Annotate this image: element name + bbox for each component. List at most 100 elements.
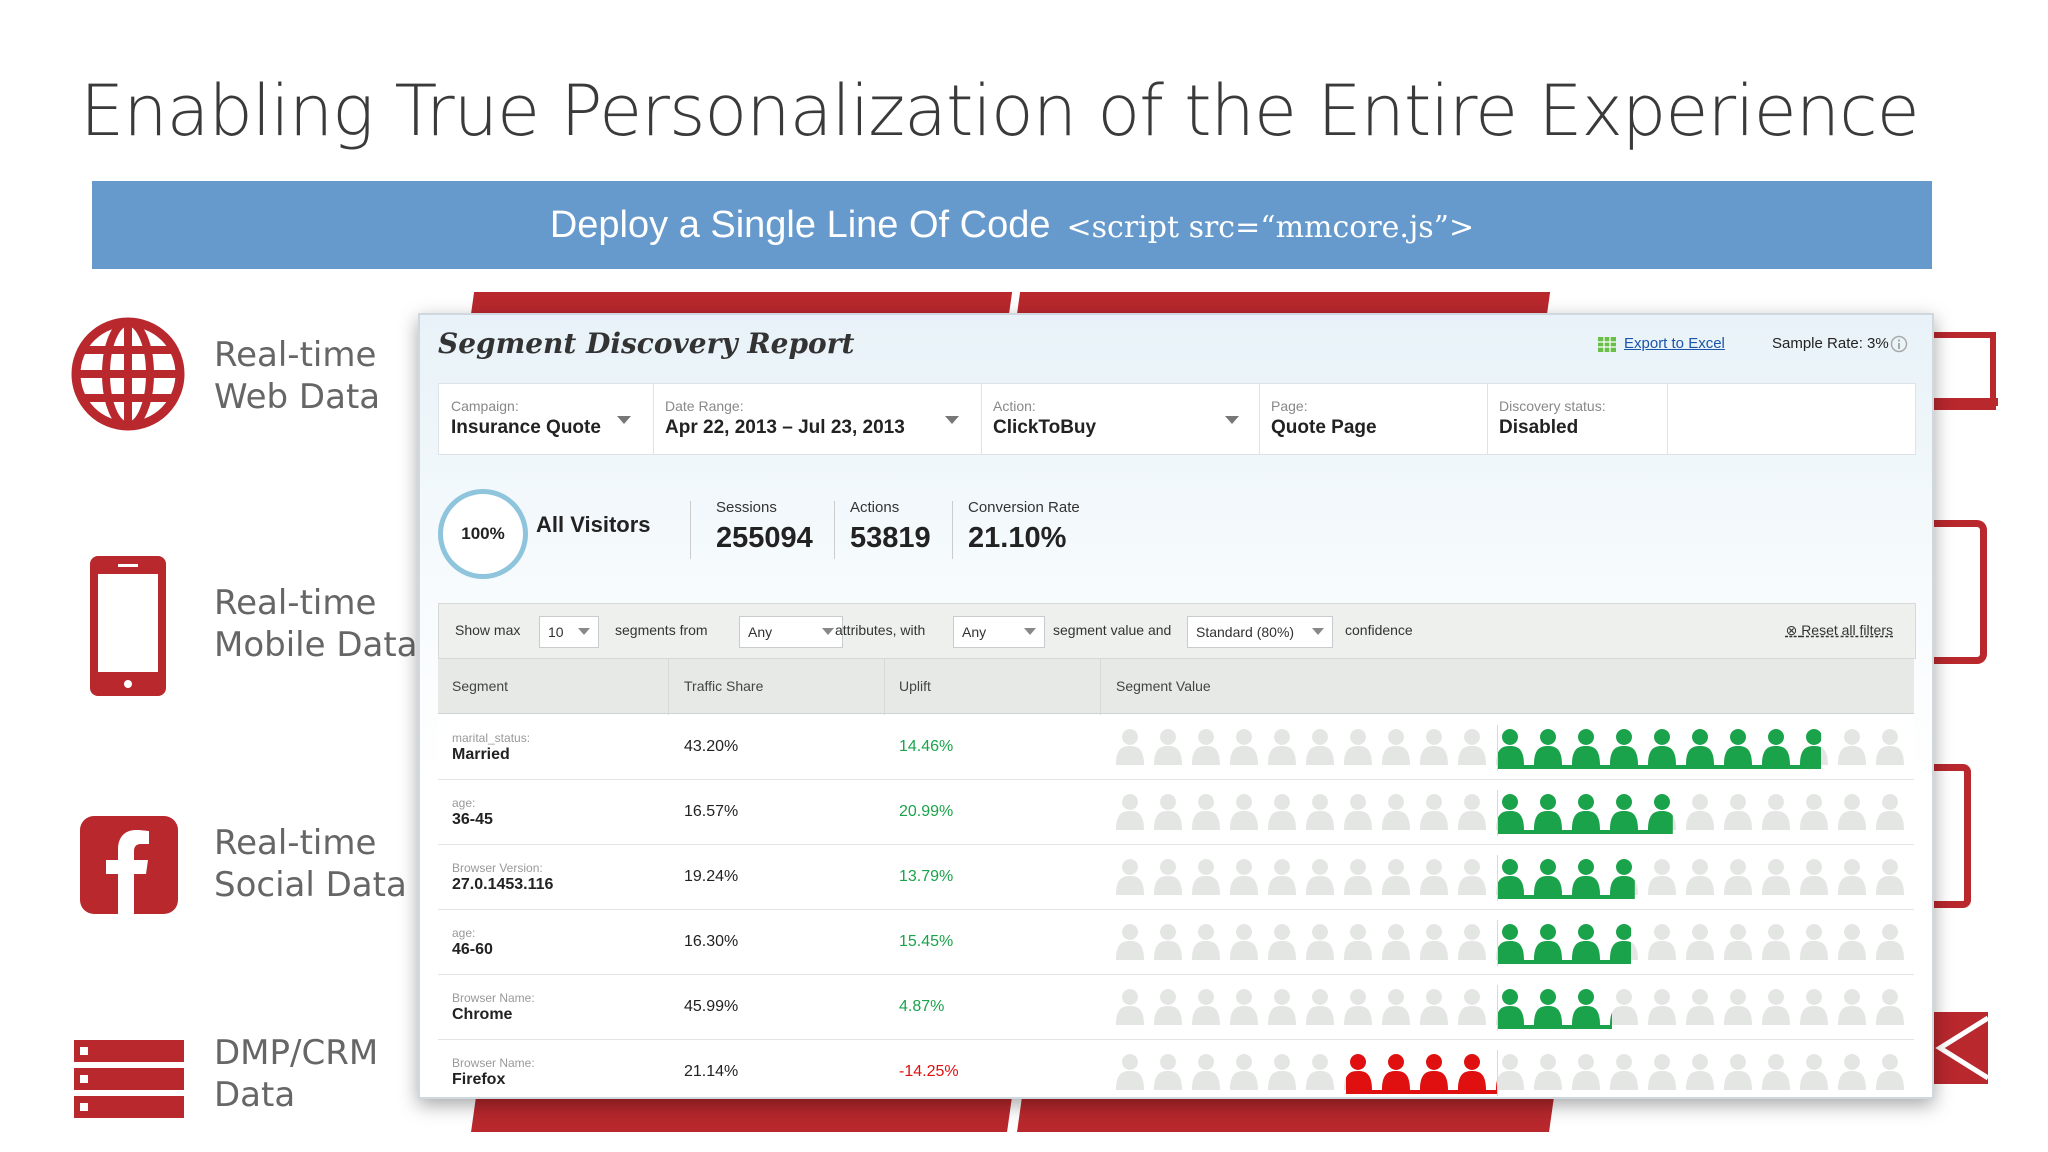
campaign-value: Insurance Quote — [451, 417, 601, 438]
column-header-uplift[interactable]: Uplift — [899, 678, 931, 694]
visitor-percent-ring: 100% — [438, 489, 528, 579]
email-icon — [1926, 1012, 1988, 1084]
segment-attribute: Browser Name: — [452, 1056, 535, 1070]
code-banner: Deploy a Single Line Of Code <script src=… — [92, 181, 1932, 269]
sessions-value: 255094 — [716, 522, 813, 554]
banner-code: <script src=“mmcore.js”> — [1066, 210, 1475, 245]
chevron-down-icon — [822, 628, 834, 635]
segment-value-label: segment value and — [1053, 622, 1172, 638]
traffic-share-value: 43.20% — [684, 738, 739, 755]
segment-attribute-value: 27.0.1453.116 — [452, 876, 554, 893]
segment-attribute-value: Chrome — [452, 1006, 513, 1023]
stat-divider — [952, 501, 953, 559]
source-mobile-line2: Mobile Data — [214, 625, 418, 665]
max-segments-value: 10 — [548, 624, 564, 640]
attributes-with-value: Any — [962, 624, 987, 640]
traffic-share-value: 21.14% — [684, 1063, 739, 1080]
reset-all-filters-label: Reset all filters — [1801, 622, 1893, 638]
laptop-icon — [1924, 332, 1996, 410]
actions-stat: Actions 53819 — [850, 499, 931, 555]
action-label: Action: — [993, 398, 1036, 414]
source-web-line1: Real-time — [214, 335, 377, 375]
actions-label: Actions — [850, 499, 900, 516]
segment-value-bar — [1110, 725, 1908, 771]
actions-value: 53819 — [850, 522, 931, 554]
page-value: Quote Page — [1271, 417, 1377, 438]
report-title: Segment Discovery Report — [438, 327, 855, 360]
traffic-share-value: 19.24% — [684, 868, 739, 885]
conversion-rate-value: 21.10% — [968, 522, 1067, 554]
show-max-label: Show max — [455, 622, 521, 638]
source-label-crm: DMP/CRM Data — [214, 1032, 378, 1116]
banner-text: Deploy a Single Line Of Code — [549, 204, 1051, 246]
source-social-line1: Real-time — [214, 823, 377, 863]
date-range-label: Date Range: — [665, 398, 744, 414]
mobile-phone-icon — [90, 556, 166, 696]
sample-rate: Sample Rate: 3% — [1772, 335, 1889, 352]
sessions-stat: Sessions 255094 — [716, 499, 813, 555]
table-row[interactable]: Browser Name: Chrome 45.99% 4.87% — [438, 975, 1914, 1040]
export-to-excel-link[interactable]: Export to Excel — [1624, 335, 1725, 352]
segment-attribute: marital_status: — [452, 731, 531, 745]
segment-attribute: age: — [452, 926, 476, 940]
confidence-select[interactable]: Standard (80%) — [1187, 616, 1333, 648]
segment-attribute-value: Married — [452, 746, 510, 763]
confidence-label: confidence — [1345, 622, 1413, 638]
globe-icon — [71, 317, 185, 431]
date-range-filter[interactable]: Date Range: Apr 22, 2013 – Jul 23, 2013 — [653, 384, 982, 454]
phone-outline-icon — [1930, 764, 1971, 908]
discovery-status-label: Discovery status: — [1499, 398, 1606, 414]
filters-row: Campaign: Insurance Quote Date Range: Ap… — [438, 383, 1916, 455]
table-controls: Show max 10 segments from Any attributes… — [438, 603, 1916, 659]
uplift-value: 15.45% — [899, 933, 954, 950]
uplift-value: 20.99% — [899, 803, 954, 820]
conversion-rate-label: Conversion Rate — [968, 499, 1080, 516]
segment-value-bar — [1110, 790, 1908, 836]
table-row[interactable]: Browser Version: 27.0.1453.116 19.24% 13.79… — [438, 845, 1914, 910]
chevron-down-icon — [1024, 628, 1036, 635]
reset-icon: ⊗ — [1785, 622, 1802, 638]
column-header-segment[interactable]: Segment — [452, 678, 509, 694]
stat-divider — [834, 501, 835, 559]
action-value: ClickToBuy — [993, 417, 1097, 438]
page-label: Page: — [1271, 398, 1308, 414]
segment-attribute: Browser Name: — [452, 991, 535, 1005]
segment-attribute-value: Firefox — [452, 1071, 506, 1088]
segment-attribute: age: — [452, 796, 476, 810]
chevron-down-icon — [578, 628, 590, 635]
chevron-down-icon — [617, 416, 631, 424]
campaign-label: Campaign: — [451, 398, 519, 414]
column-header-traffic-share[interactable]: Traffic Share — [684, 678, 764, 694]
source-mobile-line1: Real-time — [214, 583, 377, 623]
table-row[interactable]: Browser Name: Firefox 21.14% -14.25% — [438, 1040, 1914, 1097]
action-filter[interactable]: Action: ClickToBuy — [981, 384, 1260, 454]
uplift-value: 13.79% — [899, 868, 954, 885]
source-label-mobile: Real-time Mobile Data — [214, 582, 418, 666]
reset-all-filters-link[interactable]: ⊗ Reset all filters — [1786, 622, 1893, 639]
segments-from-select[interactable]: Any — [739, 616, 843, 648]
max-segments-select[interactable]: 10 — [539, 616, 599, 648]
traffic-share-value: 16.57% — [684, 803, 739, 820]
attributes-with-select[interactable]: Any — [953, 616, 1045, 648]
table-row[interactable]: age: 36-45 16.57% 20.99% — [438, 780, 1914, 845]
confidence-value: Standard (80%) — [1196, 624, 1295, 640]
uplift-value: 14.46% — [899, 738, 954, 755]
stat-divider — [690, 501, 691, 559]
excel-icon — [1598, 337, 1616, 352]
table-row[interactable]: age: 46-60 16.30% 15.45% — [438, 910, 1914, 975]
traffic-share-value: 45.99% — [684, 998, 739, 1015]
info-icon[interactable] — [1890, 335, 1908, 353]
column-header-segment-value[interactable]: Segment Value — [1116, 678, 1211, 694]
campaign-filter[interactable]: Campaign: Insurance Quote — [439, 384, 654, 454]
source-crm-line1: DMP/CRM — [214, 1033, 379, 1073]
date-range-value: Apr 22, 2013 – Jul 23, 2013 — [665, 417, 905, 438]
attributes-with-label: attributes, with — [835, 622, 926, 638]
segments-from-value: Any — [748, 624, 773, 640]
table-row[interactable]: marital_status: Married 43.20% 14.46% — [438, 715, 1914, 780]
page-filter[interactable]: Page: Quote Page — [1259, 384, 1488, 454]
chevron-down-icon — [1225, 416, 1239, 424]
segment-attribute: Browser Version: — [452, 861, 543, 875]
segment-attribute-value: 46-60 — [452, 941, 493, 958]
uplift-value: -14.25% — [899, 1063, 959, 1080]
facebook-icon — [80, 816, 178, 914]
